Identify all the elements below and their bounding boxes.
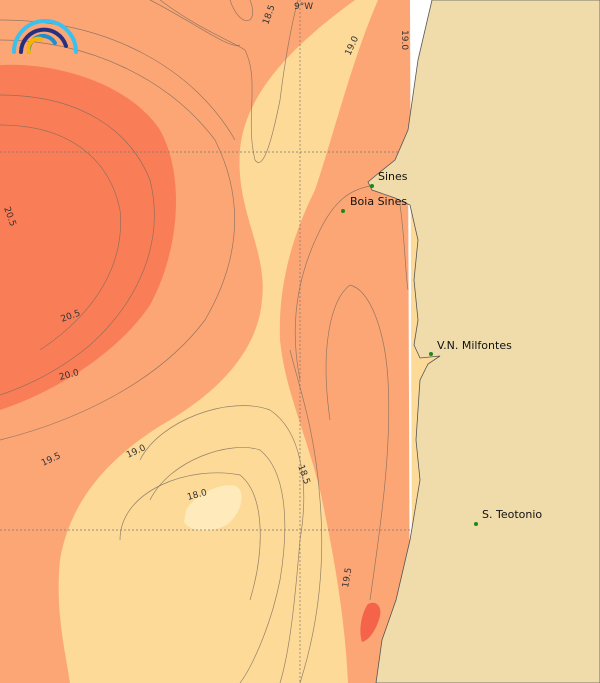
station-dot-vn-milfontes[interactable] [429, 352, 433, 356]
land [367, 0, 600, 683]
arc-waves-logo-icon [12, 19, 78, 54]
place-label-s-teotonio: S. Teotonio [482, 508, 542, 521]
contour-label: 19.0 [399, 30, 409, 50]
sea-min-blob [184, 485, 242, 531]
contour-label: 19.5 [341, 567, 354, 588]
place-label-boia-sines: Boia Sines [350, 195, 407, 208]
sea-band-19-coastal [279, 0, 412, 683]
sea-max-patch [360, 602, 381, 642]
sea-band-20-west [0, 64, 177, 410]
place-label-vn-milfontes: V.N. Milfontes [437, 339, 512, 352]
station-dot-sines[interactable] [370, 184, 374, 188]
station-dot-s-teotonio[interactable] [474, 522, 478, 526]
grid-label: 9°W [294, 2, 313, 12]
place-label-sines: Sines [378, 170, 408, 183]
station-dot-boia-sines[interactable] [341, 209, 345, 213]
